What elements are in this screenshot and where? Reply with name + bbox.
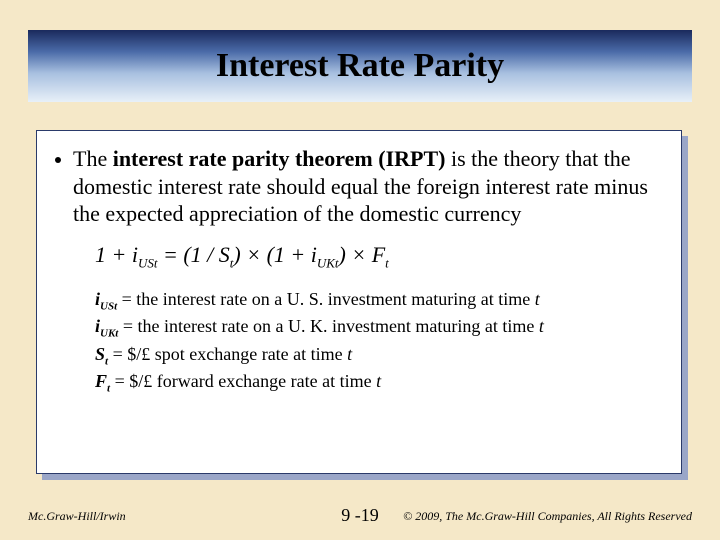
formula-part: F xyxy=(372,242,385,267)
formula-sub: t xyxy=(385,255,389,270)
def-sub: UKt xyxy=(100,328,118,340)
formula-part: ) × xyxy=(339,242,372,267)
formula: 1 + iUSt = (1 / St) × (1 + iUKt) × Ft xyxy=(95,242,663,271)
formula-part: = (1 / xyxy=(157,242,218,267)
formula-expression: 1 + iUSt = (1 / St) × (1 + iUKt) × Ft xyxy=(95,242,389,267)
formula-part: 1 + xyxy=(95,242,132,267)
def-sym: S xyxy=(95,344,105,364)
bullet-dot-icon xyxy=(55,157,61,163)
content-box: The interest rate parity theorem (IRPT) … xyxy=(36,130,682,474)
bullet-prefix: The xyxy=(73,146,113,171)
formula-sub: USt xyxy=(138,255,158,270)
def-text: = $/£ spot exchange rate at time xyxy=(108,344,347,364)
def-text: = the interest rate on a U. S. investmen… xyxy=(117,289,535,309)
formula-part: S xyxy=(219,242,230,267)
definition-line: St = $/£ spot exchange rate at time t xyxy=(95,342,663,369)
definitions: iUSt = the interest rate on a U. S. inve… xyxy=(95,287,663,397)
def-tail: t xyxy=(539,316,544,336)
slide-title: Interest Rate Parity xyxy=(216,47,504,85)
bullet-text: The interest rate parity theorem (IRPT) … xyxy=(73,145,663,228)
definition-line: Ft = $/£ forward exchange rate at time t xyxy=(95,369,663,396)
bullet-bold: interest rate parity theorem (IRPT) xyxy=(113,146,446,171)
def-sym: F xyxy=(95,371,107,391)
footer-copyright: © 2009, The Mc.Graw-Hill Companies, All … xyxy=(403,509,692,524)
slide: Interest Rate Parity The interest rate p… xyxy=(0,0,720,540)
def-text: = $/£ forward exchange rate at time xyxy=(110,371,376,391)
def-tail: t xyxy=(376,371,381,391)
def-tail: t xyxy=(347,344,352,364)
def-sub: USt xyxy=(100,300,117,312)
def-text: = the interest rate on a U. K. investmen… xyxy=(118,316,539,336)
formula-part: ) × (1 + xyxy=(233,242,310,267)
title-band: Interest Rate Parity xyxy=(28,30,692,102)
definition-line: iUSt = the interest rate on a U. S. inve… xyxy=(95,287,663,314)
definition-line: iUKt = the interest rate on a U. K. inve… xyxy=(95,314,663,341)
def-tail: t xyxy=(535,289,540,309)
bullet-item: The interest rate parity theorem (IRPT) … xyxy=(55,145,663,228)
formula-sub: UKt xyxy=(317,255,339,270)
